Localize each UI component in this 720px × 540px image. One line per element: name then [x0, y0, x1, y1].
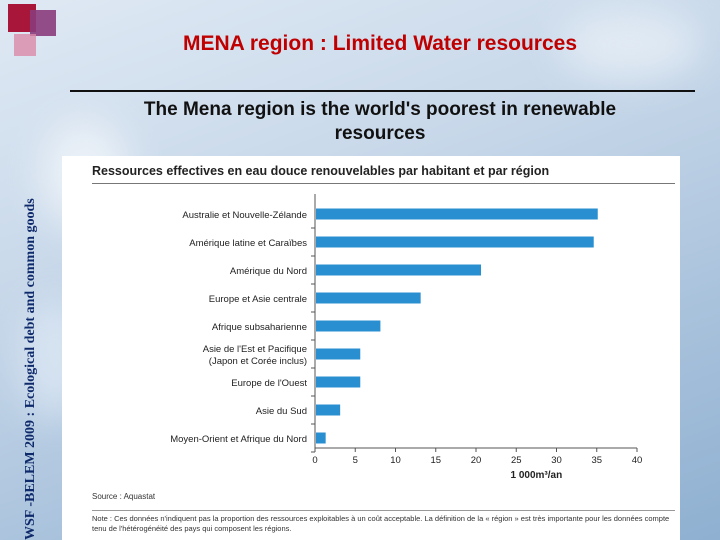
- bar: [316, 264, 482, 276]
- x-tick-label: 35: [591, 455, 602, 466]
- chart-title: Ressources effectives en eau douce renou…: [92, 164, 550, 178]
- title-divider: [70, 90, 695, 92]
- category-label: Australie et Nouvelle-Zélande: [182, 210, 307, 221]
- x-tick-label: 25: [511, 455, 522, 466]
- category-label: Asie du Sud: [256, 406, 307, 417]
- x-axis-label: 1 000m³/an: [511, 470, 563, 481]
- bar: [316, 208, 598, 220]
- category-label: Amérique du Nord: [230, 266, 307, 277]
- category-label: Europe et Asie centrale: [209, 294, 307, 305]
- category-label: Europe de l'Ouest: [231, 378, 307, 389]
- category-label: Moyen-Orient et Afrique du Nord: [170, 434, 307, 445]
- x-tick-label: 10: [390, 455, 401, 466]
- x-tick-label: 40: [632, 455, 643, 466]
- bar: [316, 292, 421, 304]
- conference-side-label: WSF -BELEM 2009 : Ecological debt and co…: [23, 198, 38, 540]
- category-label: Afrique subsaharienne: [212, 322, 307, 333]
- bar: [316, 404, 341, 416]
- bar: [316, 320, 381, 332]
- x-tick-label: 20: [471, 455, 482, 466]
- chart-note: Note : Ces données n'indiquent pas la pr…: [92, 514, 670, 533]
- chart-figure: [62, 156, 680, 540]
- x-tick-label: 5: [353, 455, 358, 466]
- note-rule: [92, 510, 675, 511]
- slide-subtitle: The Mena region is the world's poorest i…: [143, 99, 617, 144]
- bar: [316, 432, 326, 444]
- category-label: Asie de l'Est et Pacifique (Japon et Coré…: [203, 344, 307, 367]
- bar: [316, 348, 361, 360]
- chart-source: Source : Aquastat: [92, 492, 156, 501]
- x-tick-label: 0: [312, 455, 317, 466]
- logo-square-purple: [30, 10, 56, 36]
- bar: [316, 236, 594, 248]
- x-tick-label: 15: [430, 455, 441, 466]
- bar-chart: Australie et Nouvelle-Zélande Amérique la…: [170, 194, 643, 481]
- chart-title-rule: [92, 183, 675, 184]
- slide-title: MENA region : Limited Water resources: [182, 32, 578, 55]
- bar: [316, 376, 361, 388]
- background-glow: [560, 10, 700, 80]
- logo-square-pink: [14, 34, 36, 56]
- x-tick-label: 30: [551, 455, 562, 466]
- category-label: Amérique latine et Caraïbes: [189, 238, 307, 249]
